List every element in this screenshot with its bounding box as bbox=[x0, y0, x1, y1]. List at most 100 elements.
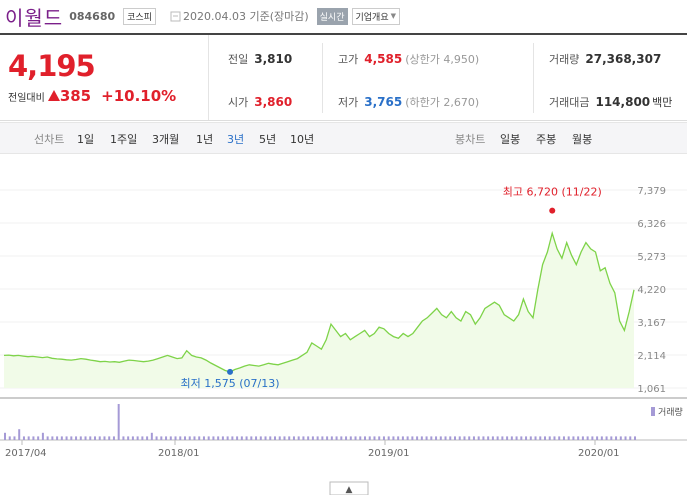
volume-bar bbox=[4, 432, 6, 440]
tab-monthly[interactable]: 월봉 bbox=[572, 133, 593, 146]
volume-bar bbox=[131, 436, 134, 440]
date-text: 2020.04.03 기준(장마감) bbox=[182, 10, 309, 23]
volume-bar bbox=[463, 436, 466, 440]
volume-bar bbox=[634, 436, 636, 440]
tab-1d[interactable]: 1일 bbox=[77, 133, 95, 146]
corp-info-label: 기업개요 bbox=[355, 12, 389, 23]
amount-label: 거래대금 bbox=[549, 96, 590, 109]
x-tick-label: 2017/04 bbox=[5, 448, 47, 459]
realtime-button[interactable]: 실시간 bbox=[316, 7, 348, 25]
chart-collapse-button[interactable] bbox=[329, 481, 369, 495]
volume-bar bbox=[529, 436, 532, 440]
tab-1w[interactable]: 1주일 bbox=[110, 133, 138, 146]
chart-annotations: 최고 6,720 (11/22) 최저 1,575 (07/13) bbox=[181, 186, 602, 390]
change-value: 385 bbox=[59, 87, 92, 105]
chevron-up-icon[interactable]: ▲ bbox=[346, 485, 353, 495]
volume-bar bbox=[70, 436, 73, 440]
tab-5y[interactable]: 5년 bbox=[259, 133, 277, 146]
tab-1y[interactable]: 1년 bbox=[196, 133, 214, 146]
price-line bbox=[3, 230, 635, 373]
volume-bar bbox=[174, 436, 177, 440]
volume-bar bbox=[330, 436, 333, 440]
min-annotation: 최저 1,575 (07/13) bbox=[181, 377, 280, 390]
amount-unit: 백만 bbox=[652, 96, 673, 109]
volume-bar bbox=[221, 436, 224, 440]
volume-bar bbox=[562, 436, 565, 440]
volume-bar bbox=[179, 436, 182, 440]
low-value: 3,765 bbox=[364, 95, 403, 109]
tab-10y[interactable]: 10년 bbox=[290, 133, 315, 146]
lower-limit: (하한가 2,670) bbox=[405, 96, 480, 109]
y-tick-label: 2,114 bbox=[637, 351, 666, 362]
tab-3y[interactable]: 3년 bbox=[227, 133, 245, 146]
x-axis-labels: 2017/04 2018/01 2019/01 2020/01 bbox=[5, 440, 620, 459]
y-tick-label: 4,220 bbox=[637, 285, 666, 296]
volume-bar bbox=[430, 436, 433, 440]
stock-name[interactable]: 이월드 bbox=[5, 5, 64, 30]
x-tick-label: 2020/01 bbox=[578, 448, 620, 459]
volume-bar bbox=[501, 436, 504, 440]
volume-bar bbox=[373, 436, 376, 440]
volume-bar bbox=[27, 436, 30, 440]
volume-bar bbox=[510, 436, 513, 440]
volume-bar bbox=[586, 436, 589, 440]
volume-bars: 거래량 bbox=[4, 404, 683, 440]
x-tick-label: 2018/01 bbox=[158, 448, 200, 459]
y-axis-labels: 7,379 6,326 5,273 4,220 3,167 2,114 1,061 bbox=[637, 186, 666, 395]
volume-bar bbox=[553, 436, 556, 440]
corp-info-button[interactable]: 기업개요 ▼ bbox=[351, 7, 401, 25]
low-price: 저가 3,765 (하한가 2,670) bbox=[338, 94, 479, 110]
volume-bar bbox=[75, 436, 78, 440]
volume-bar bbox=[127, 436, 130, 440]
volume-bar bbox=[307, 436, 310, 440]
volume-bar bbox=[255, 436, 258, 440]
volume-bar bbox=[136, 436, 139, 440]
change-label: 전일대비 bbox=[8, 93, 45, 104]
volume-bar bbox=[264, 436, 267, 440]
line-chart-title: 선차트 bbox=[34, 133, 65, 146]
x-tick-label: 2019/01 bbox=[368, 448, 410, 459]
volume-bar bbox=[458, 436, 461, 440]
volume-bar bbox=[496, 436, 499, 440]
volume-bar bbox=[345, 436, 348, 440]
volume-bar bbox=[382, 436, 385, 440]
volume-bar bbox=[364, 436, 366, 440]
volume-bar bbox=[378, 436, 381, 440]
volume-bar bbox=[544, 436, 546, 440]
volume-bar bbox=[449, 436, 452, 440]
change-row: 전일대비 385 +10.10% bbox=[8, 87, 176, 105]
amount-value: 114,800 bbox=[595, 95, 651, 109]
volume-bar bbox=[468, 436, 471, 440]
chart-period-tabs: 선차트 1일 1주일 3개월 1년 3년 5년 10년 봉차트 일봉 주봉 월봉 bbox=[0, 122, 687, 154]
volume-bar bbox=[302, 436, 305, 440]
volume-bar bbox=[79, 436, 82, 440]
volume-bar bbox=[236, 436, 239, 440]
volume-bar bbox=[269, 436, 272, 440]
volume-bar bbox=[581, 436, 584, 440]
trade-amount: 거래대금 114,800 백만 bbox=[549, 94, 672, 110]
stock-header: 이월드 084680 코스피 2020.04.03 기준(장마감) 실시간 기업… bbox=[0, 0, 687, 32]
chevron-down-icon: ▼ bbox=[390, 12, 397, 20]
tab-3m[interactable]: 3개월 bbox=[152, 133, 180, 146]
volume-bar bbox=[435, 436, 438, 440]
volume-bar bbox=[596, 436, 599, 440]
prev-value: 3,810 bbox=[254, 52, 293, 66]
volume-bar bbox=[515, 436, 518, 440]
volume-bar bbox=[425, 436, 428, 440]
volume-bar bbox=[46, 436, 49, 440]
y-tick-label: 6,326 bbox=[637, 219, 666, 230]
price-chart: 7,379 6,326 5,273 4,220 3,167 2,114 1,061 최고 6… bbox=[0, 186, 687, 495]
candle-chart-title: 봉차트 bbox=[455, 133, 486, 146]
volume-bar bbox=[439, 436, 442, 440]
volume-bar bbox=[117, 404, 120, 440]
volume-bar bbox=[316, 436, 319, 440]
volume-bar bbox=[207, 436, 210, 440]
volume-bar bbox=[472, 436, 475, 440]
volume-bar bbox=[231, 436, 234, 440]
volume-bar bbox=[520, 436, 523, 440]
tab-daily[interactable]: 일봉 bbox=[500, 133, 521, 146]
tab-weekly[interactable]: 주봉 bbox=[536, 133, 557, 146]
stock-code: 084680 bbox=[69, 9, 116, 23]
up-triangle-icon bbox=[47, 90, 60, 101]
volume-bar bbox=[112, 436, 115, 440]
